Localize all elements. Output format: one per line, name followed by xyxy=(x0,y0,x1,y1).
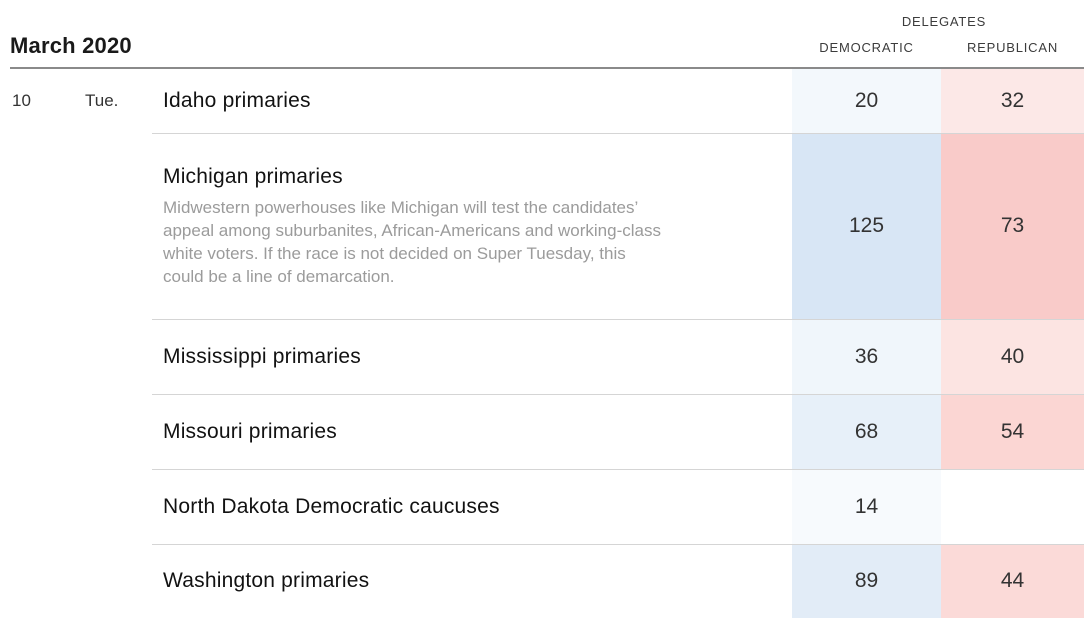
democratic-delegate-count: 68 xyxy=(854,419,879,443)
event-title: Washington primaries xyxy=(163,569,370,592)
event-cell: Idaho primaries xyxy=(152,69,792,133)
democratic-delegates-cell: 14 xyxy=(792,469,941,544)
rows: 10 Tue. Idaho primaries 20 32 Michigan p… xyxy=(0,69,1084,618)
table-row: 10 Tue. Idaho primaries 20 32 xyxy=(0,69,1084,133)
month-title: March 2020 xyxy=(10,33,132,58)
date-cell xyxy=(0,544,85,618)
event-cell: Washington primaries xyxy=(152,544,792,618)
event-cell: Michigan primaries Midwestern powerhouse… xyxy=(152,133,792,319)
day-abbreviation: Tue. xyxy=(85,91,119,110)
republican-delegate-count: 73 xyxy=(1000,214,1025,237)
day-cell xyxy=(85,469,152,544)
table-row: Washington primaries 89 44 xyxy=(0,544,1084,618)
day-cell xyxy=(85,133,152,319)
democratic-delegate-count: 125 xyxy=(848,214,885,237)
event-cell: Mississippi primaries xyxy=(152,319,792,394)
republican-delegates-cell: 44 xyxy=(941,544,1084,618)
democratic-delegate-count: 14 xyxy=(854,494,879,518)
event-cell: North Dakota Democratic caucuses xyxy=(152,469,792,544)
republican-delegates-cell xyxy=(941,469,1084,544)
republican-delegates-cell: 73 xyxy=(941,133,1084,319)
delegates-column-group-label: DELEGATES xyxy=(901,14,987,29)
democratic-column-header: DEMOCRATIC xyxy=(819,40,914,55)
republican-column-header: REPUBLICAN xyxy=(966,40,1059,55)
day-cell xyxy=(85,544,152,618)
table-row: Mississippi primaries 36 40 xyxy=(0,319,1084,394)
event-title: Mississippi primaries xyxy=(163,344,361,368)
table-header: March 2020 DELEGATES DEMOCRATIC REPUBLIC… xyxy=(10,0,1084,69)
day-cell xyxy=(85,319,152,394)
day-cell xyxy=(85,394,152,469)
democratic-delegate-count: 89 xyxy=(854,569,879,592)
table-row: Missouri primaries 68 54 xyxy=(0,394,1084,469)
event-title: North Dakota Democratic caucuses xyxy=(163,494,500,518)
republican-delegate-count: 54 xyxy=(1000,419,1025,443)
event-title: Michigan primaries xyxy=(163,164,343,188)
republican-delegate-count: 32 xyxy=(1000,89,1025,112)
date-cell xyxy=(0,319,85,394)
democratic-delegates-cell: 125 xyxy=(792,133,941,319)
republican-delegates-cell: 40 xyxy=(941,319,1084,394)
democratic-delegate-count: 20 xyxy=(854,89,879,112)
democratic-delegates-cell: 89 xyxy=(792,544,941,618)
event-title: Missouri primaries xyxy=(163,419,337,443)
republican-delegate-count: 40 xyxy=(1000,344,1025,368)
democratic-delegates-cell: 36 xyxy=(792,319,941,394)
table-row: North Dakota Democratic caucuses 14 xyxy=(0,469,1084,544)
republican-delegates-cell: 54 xyxy=(941,394,1084,469)
event-cell: Missouri primaries xyxy=(152,394,792,469)
democratic-delegates-cell: 20 xyxy=(792,69,941,133)
democratic-delegate-count: 36 xyxy=(854,344,879,368)
event-description: Midwestern powerhouses like Michigan wil… xyxy=(163,197,661,286)
date-cell xyxy=(0,469,85,544)
republican-delegates-cell: 32 xyxy=(941,69,1084,133)
date-cell xyxy=(0,133,85,319)
date-cell: 10 xyxy=(0,69,85,133)
democratic-delegates-cell: 68 xyxy=(792,394,941,469)
day-cell: Tue. xyxy=(85,69,152,133)
event-title: Idaho primaries xyxy=(163,89,311,112)
date-cell xyxy=(0,394,85,469)
republican-delegate-count: 44 xyxy=(1000,569,1025,592)
date-number: 10 xyxy=(12,91,31,110)
table-row: Michigan primaries Midwestern powerhouse… xyxy=(0,133,1084,319)
